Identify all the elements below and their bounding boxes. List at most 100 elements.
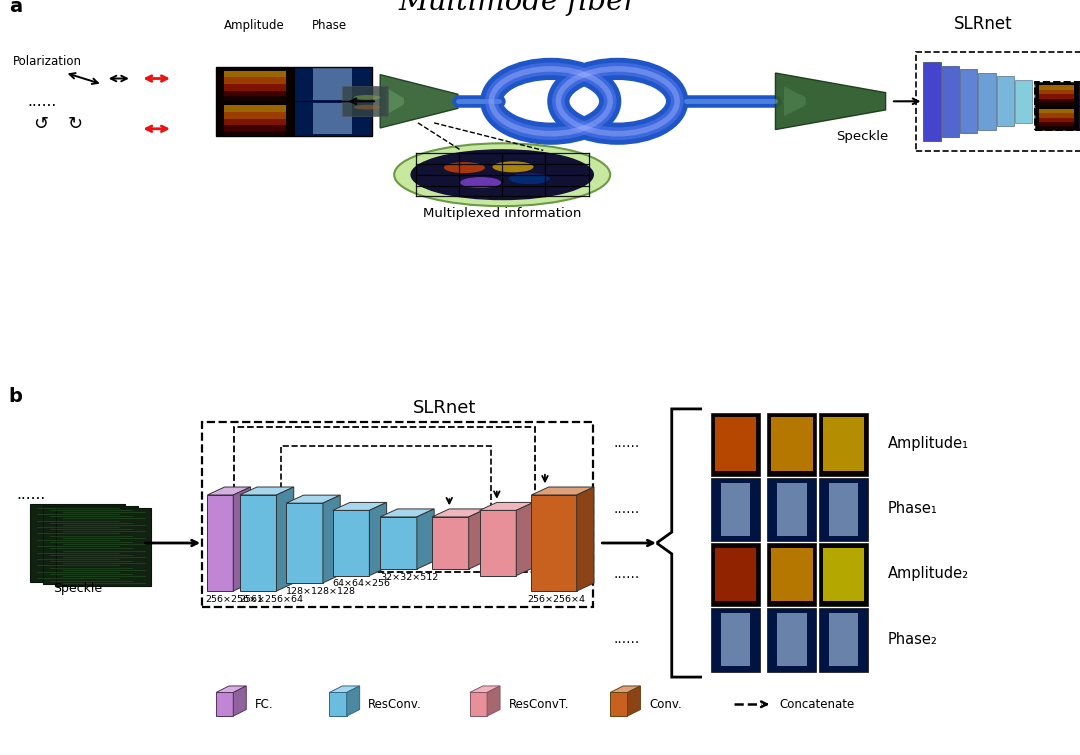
FancyBboxPatch shape bbox=[1078, 106, 1080, 130]
FancyBboxPatch shape bbox=[828, 482, 859, 536]
Text: 128×128×128: 128×128×128 bbox=[286, 587, 356, 596]
Polygon shape bbox=[380, 75, 458, 128]
FancyBboxPatch shape bbox=[828, 613, 859, 667]
Polygon shape bbox=[516, 502, 534, 575]
FancyBboxPatch shape bbox=[1034, 83, 1051, 119]
Text: Multimode fiber: Multimode fiber bbox=[399, 0, 638, 16]
FancyBboxPatch shape bbox=[711, 412, 760, 476]
Text: Amplitude: Amplitude bbox=[224, 20, 284, 32]
Polygon shape bbox=[286, 495, 340, 503]
FancyBboxPatch shape bbox=[224, 96, 286, 101]
FancyBboxPatch shape bbox=[819, 543, 868, 606]
Polygon shape bbox=[233, 487, 251, 591]
Polygon shape bbox=[531, 487, 594, 495]
FancyBboxPatch shape bbox=[1039, 118, 1074, 122]
FancyBboxPatch shape bbox=[1039, 122, 1074, 126]
Polygon shape bbox=[469, 509, 486, 569]
FancyBboxPatch shape bbox=[342, 86, 388, 116]
FancyBboxPatch shape bbox=[1035, 106, 1078, 130]
Polygon shape bbox=[470, 686, 500, 692]
Polygon shape bbox=[347, 686, 360, 716]
FancyBboxPatch shape bbox=[224, 71, 286, 77]
Text: Polarization: Polarization bbox=[13, 55, 82, 68]
FancyBboxPatch shape bbox=[224, 131, 286, 136]
Polygon shape bbox=[577, 487, 594, 591]
Text: ResConvT.: ResConvT. bbox=[509, 698, 569, 710]
FancyBboxPatch shape bbox=[767, 609, 816, 672]
Text: Phase₁: Phase₁ bbox=[888, 501, 937, 516]
FancyBboxPatch shape bbox=[224, 119, 286, 125]
Text: ......: ...... bbox=[16, 487, 45, 501]
FancyBboxPatch shape bbox=[720, 613, 751, 667]
Text: Speckle: Speckle bbox=[53, 582, 103, 595]
Ellipse shape bbox=[509, 173, 550, 184]
Polygon shape bbox=[216, 686, 246, 692]
FancyBboxPatch shape bbox=[711, 543, 760, 606]
Ellipse shape bbox=[354, 95, 380, 100]
Text: 32×32×512: 32×32×512 bbox=[380, 573, 438, 582]
Text: Amplitude₂: Amplitude₂ bbox=[888, 566, 969, 581]
Ellipse shape bbox=[460, 177, 501, 188]
FancyBboxPatch shape bbox=[224, 91, 286, 96]
Polygon shape bbox=[610, 692, 627, 716]
Polygon shape bbox=[487, 686, 500, 716]
Polygon shape bbox=[480, 502, 534, 510]
FancyBboxPatch shape bbox=[43, 506, 138, 584]
Polygon shape bbox=[329, 686, 360, 692]
Ellipse shape bbox=[492, 162, 534, 172]
FancyBboxPatch shape bbox=[715, 548, 756, 601]
Text: Phase: Phase bbox=[312, 20, 347, 32]
FancyBboxPatch shape bbox=[1039, 113, 1074, 118]
FancyBboxPatch shape bbox=[819, 609, 868, 672]
FancyBboxPatch shape bbox=[1078, 82, 1080, 106]
FancyBboxPatch shape bbox=[1039, 94, 1074, 99]
FancyBboxPatch shape bbox=[767, 478, 816, 541]
FancyBboxPatch shape bbox=[1039, 103, 1074, 106]
Polygon shape bbox=[333, 502, 387, 510]
Text: Phase₂: Phase₂ bbox=[888, 631, 937, 646]
FancyBboxPatch shape bbox=[1039, 126, 1074, 130]
Polygon shape bbox=[286, 503, 323, 583]
Text: ↻: ↻ bbox=[68, 115, 83, 133]
Polygon shape bbox=[369, 502, 387, 575]
Ellipse shape bbox=[410, 149, 594, 200]
Text: Speckle: Speckle bbox=[836, 130, 888, 143]
FancyBboxPatch shape bbox=[1039, 99, 1074, 103]
Text: 256×256×1: 256×256×1 bbox=[205, 595, 264, 604]
FancyBboxPatch shape bbox=[819, 412, 868, 476]
Polygon shape bbox=[470, 692, 487, 716]
Text: ResConv.: ResConv. bbox=[368, 698, 422, 710]
Text: FC.: FC. bbox=[255, 698, 273, 710]
Text: ......: ...... bbox=[613, 501, 639, 516]
Polygon shape bbox=[240, 487, 294, 495]
Polygon shape bbox=[216, 692, 233, 716]
Polygon shape bbox=[380, 509, 434, 517]
Text: ......: ...... bbox=[613, 567, 639, 581]
Text: SLRnet: SLRnet bbox=[954, 15, 1012, 33]
FancyBboxPatch shape bbox=[1039, 85, 1074, 90]
Polygon shape bbox=[240, 495, 276, 591]
Polygon shape bbox=[775, 73, 886, 130]
FancyBboxPatch shape bbox=[767, 543, 816, 606]
Text: ↺: ↺ bbox=[33, 115, 49, 133]
FancyBboxPatch shape bbox=[777, 482, 807, 536]
FancyBboxPatch shape bbox=[715, 418, 756, 470]
FancyBboxPatch shape bbox=[767, 412, 816, 476]
FancyBboxPatch shape bbox=[216, 66, 294, 101]
FancyBboxPatch shape bbox=[942, 66, 959, 137]
Ellipse shape bbox=[444, 162, 485, 173]
FancyBboxPatch shape bbox=[978, 72, 996, 130]
Polygon shape bbox=[276, 487, 294, 591]
Polygon shape bbox=[432, 509, 486, 517]
FancyBboxPatch shape bbox=[224, 84, 286, 91]
Polygon shape bbox=[333, 510, 369, 575]
FancyBboxPatch shape bbox=[224, 106, 286, 112]
Text: Concatenate: Concatenate bbox=[780, 698, 855, 710]
Text: ......: ...... bbox=[613, 436, 639, 450]
Ellipse shape bbox=[394, 143, 610, 206]
FancyBboxPatch shape bbox=[224, 77, 286, 84]
FancyBboxPatch shape bbox=[313, 69, 352, 100]
Polygon shape bbox=[480, 510, 516, 575]
Text: b: b bbox=[9, 387, 23, 405]
FancyBboxPatch shape bbox=[819, 478, 868, 541]
